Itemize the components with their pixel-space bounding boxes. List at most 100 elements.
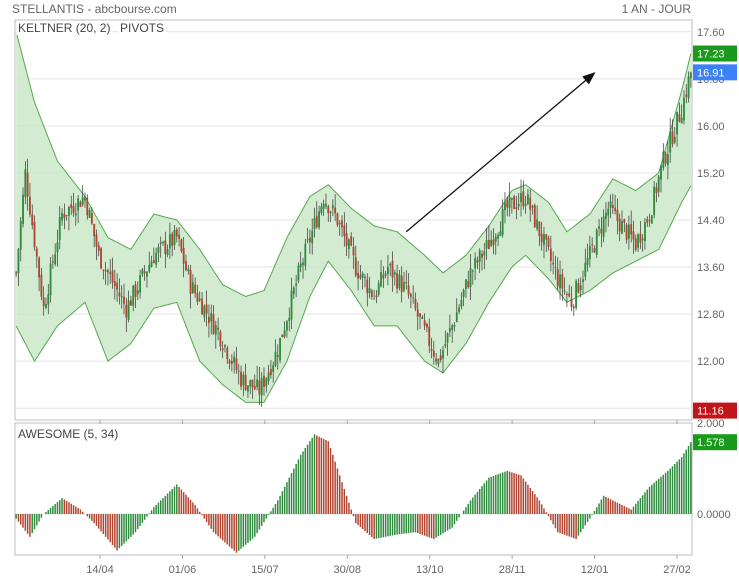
candle-body <box>327 206 330 214</box>
candle <box>522 180 525 210</box>
candle <box>347 238 350 259</box>
candle-body <box>86 197 89 216</box>
candle <box>621 210 623 235</box>
candle-body <box>423 320 426 326</box>
candle <box>680 104 683 124</box>
y-tick-label: 12.80 <box>697 309 725 321</box>
candle-body <box>295 283 298 286</box>
candle-body <box>111 270 114 283</box>
candle <box>331 199 334 216</box>
candle <box>458 304 460 315</box>
candle-body <box>308 237 311 243</box>
candle-body <box>520 193 522 203</box>
candle <box>474 252 477 280</box>
candle <box>77 195 80 223</box>
candle <box>354 245 357 278</box>
candle <box>549 235 552 272</box>
candle-body <box>588 246 591 260</box>
candle <box>345 222 348 257</box>
candle-body <box>609 201 612 208</box>
candle-body <box>269 369 272 376</box>
candle <box>572 304 575 316</box>
keltner-band-area <box>16 31 691 403</box>
candle <box>260 372 263 407</box>
candle <box>253 374 256 391</box>
candle <box>191 274 194 294</box>
candle <box>155 247 158 268</box>
candle-body <box>345 233 348 246</box>
candle <box>387 255 389 286</box>
candle-body <box>364 276 366 279</box>
candle-body <box>487 239 490 250</box>
candle <box>58 206 61 250</box>
last-value-badge: 16.91 <box>693 64 737 81</box>
candle <box>405 270 408 290</box>
candle <box>671 119 674 148</box>
candle <box>212 305 215 335</box>
candle-body <box>258 380 261 395</box>
candle-body <box>644 222 646 242</box>
candle-body <box>221 348 224 351</box>
candle-body <box>224 345 226 348</box>
candle-body <box>68 207 70 216</box>
candle-body <box>54 254 57 265</box>
candle-body <box>205 304 208 314</box>
candle <box>529 189 532 222</box>
candle <box>536 205 539 232</box>
candle <box>393 269 396 286</box>
candle-body <box>570 298 573 308</box>
last-value-badge-text: 17.23 <box>697 49 725 61</box>
candle-body <box>253 385 256 390</box>
candle <box>623 218 626 233</box>
candle-body <box>416 309 419 317</box>
candle-body <box>451 325 454 331</box>
candle-body <box>56 242 59 253</box>
candle <box>678 102 681 123</box>
candle-body <box>582 279 584 283</box>
candle <box>531 204 534 215</box>
candle <box>168 222 171 259</box>
candle-body <box>426 323 428 328</box>
candle-body <box>680 117 683 124</box>
candle <box>221 340 224 359</box>
candle-body <box>400 275 403 293</box>
candle <box>520 179 522 217</box>
candle-body <box>283 330 286 337</box>
candle <box>437 358 440 368</box>
candle-body <box>334 207 337 214</box>
candle-body <box>228 360 231 364</box>
candle-body <box>230 361 233 364</box>
candle-body <box>166 249 169 256</box>
candle <box>51 254 54 269</box>
candle-body <box>671 131 674 145</box>
candle <box>359 265 362 280</box>
candle <box>235 346 238 374</box>
candle <box>214 320 217 349</box>
candle <box>552 251 555 275</box>
candle <box>123 283 125 315</box>
candle <box>683 90 685 125</box>
candle-body <box>304 243 307 266</box>
candle-body <box>208 317 210 323</box>
candle <box>79 200 82 208</box>
candle <box>499 221 502 237</box>
candle <box>120 285 123 309</box>
candle <box>74 202 77 226</box>
trend-arrow <box>405 72 596 233</box>
candle <box>566 291 568 308</box>
candle-body <box>38 257 41 278</box>
candle <box>38 256 41 292</box>
candle-body <box>678 114 681 122</box>
candle-body <box>247 385 249 392</box>
candle <box>403 271 405 293</box>
candle <box>24 161 27 205</box>
candle <box>685 84 688 104</box>
candle <box>308 229 311 254</box>
candle-body <box>357 272 360 279</box>
candle <box>540 221 543 251</box>
candle <box>228 358 231 370</box>
candle-body <box>164 240 167 255</box>
candle <box>419 313 421 329</box>
candle <box>582 270 584 294</box>
candle-body <box>660 165 662 180</box>
